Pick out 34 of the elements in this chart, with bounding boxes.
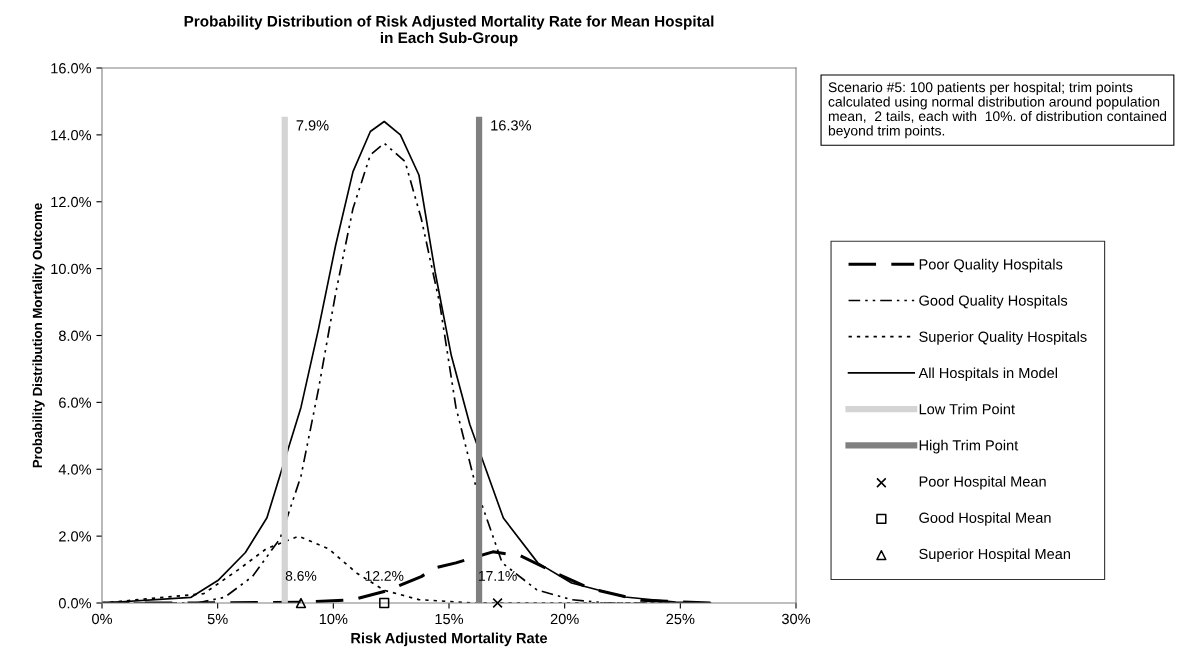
y-tick-label: 4.0% bbox=[58, 464, 92, 475]
y-tick-label: 14.0% bbox=[51, 129, 92, 141]
y-tick-label: 16.0% bbox=[51, 63, 92, 74]
x-tick-label: 30% bbox=[781, 613, 811, 625]
chart-title: Probability Distribution of Risk Adjusted Mortality Rate for Mean Hospital in Each Sub-Group bbox=[184, 15, 714, 47]
x-tick-label: 10% bbox=[319, 613, 348, 625]
legend-label: Poor Quality Hospitals bbox=[919, 258, 1063, 273]
legend-label: Superior Quality Hospitals bbox=[919, 331, 1087, 345]
y-tick-label: 10.0% bbox=[51, 263, 92, 275]
legend-label: Low Trim Point bbox=[919, 403, 1015, 415]
y-tick-label: 0.0% bbox=[58, 598, 92, 609]
y-tick-label: 6.0% bbox=[59, 397, 92, 408]
x-axis-title: Risk Adjusted Mortality Rate bbox=[351, 632, 548, 647]
legend-label: Superior Hospital Mean bbox=[919, 548, 1070, 562]
annotation: 17.1% bbox=[478, 571, 517, 581]
x-tick-label: 5% bbox=[207, 613, 228, 625]
annotation: 7.9% bbox=[296, 120, 329, 131]
x-tick-label: 15% bbox=[435, 613, 464, 625]
legend-label: Poor Hospital Mean bbox=[919, 476, 1046, 490]
text: Scenario #5: 100 patients per hospital; trim points calculated using normal distribution around population mean, 2 tails, each with 10%. of distribution contained beyond trim points. bbox=[828, 82, 1167, 139]
y-tick-label: 2.0% bbox=[59, 531, 92, 542]
x-tick-label: 0% bbox=[92, 613, 113, 625]
legend-label: Good Hospital Mean bbox=[919, 512, 1051, 526]
legend-label: All Hospitals in Model bbox=[918, 367, 1057, 381]
y-axis-title: Probability Distribution Mortality Outcome bbox=[32, 203, 45, 468]
annotation: 8.6% bbox=[285, 570, 317, 581]
legend-label: High Trim Point bbox=[919, 439, 1019, 454]
y-tick-label: 12.0% bbox=[51, 196, 92, 208]
annotation: 16.3% bbox=[491, 120, 532, 131]
annotation: 12.2% bbox=[365, 570, 404, 581]
x-tick-label: 25% bbox=[666, 613, 695, 625]
legend-label: Good Quality Hospitals bbox=[919, 295, 1068, 309]
x-tick-label: 20% bbox=[550, 613, 579, 625]
y-tick-label: 8.0% bbox=[58, 330, 92, 341]
